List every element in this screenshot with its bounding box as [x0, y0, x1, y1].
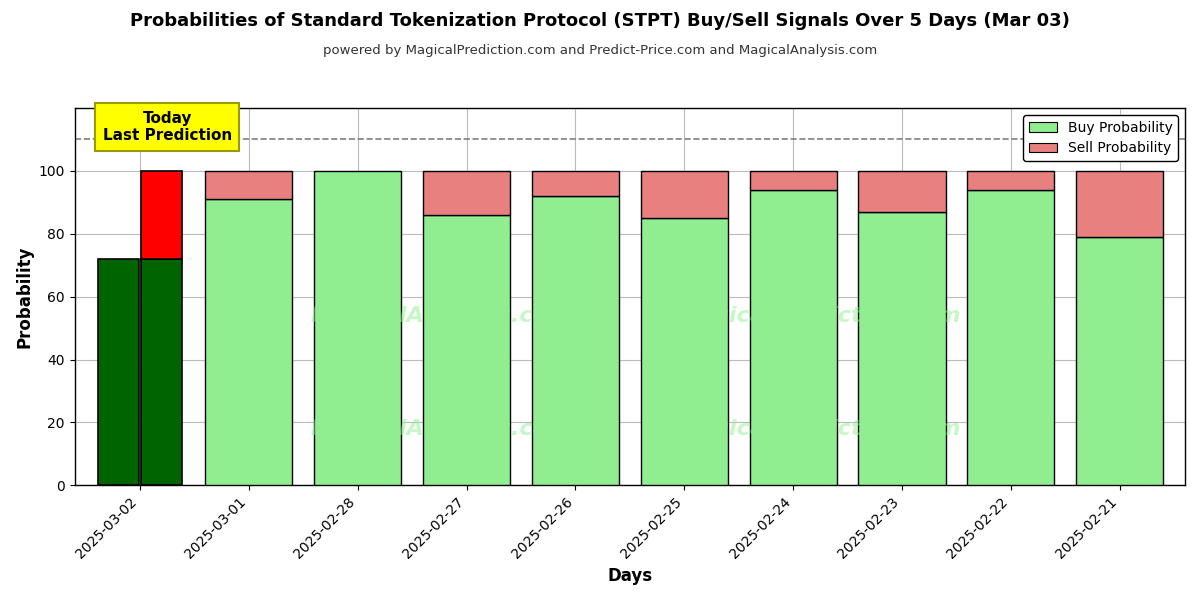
Text: MagicalPrediction.com: MagicalPrediction.com: [677, 305, 961, 326]
Bar: [97, 259, 139, 485]
Bar: [422, 215, 510, 485]
Bar: [967, 171, 1055, 190]
Text: powered by MagicalPrediction.com and Predict-Price.com and MagicalAnalysis.com: powered by MagicalPrediction.com and Pre…: [323, 44, 877, 57]
Bar: [858, 212, 946, 485]
Bar: [1076, 237, 1163, 485]
Bar: [750, 171, 836, 190]
Bar: [205, 199, 293, 485]
Bar: [532, 196, 619, 485]
X-axis label: Days: Days: [607, 567, 653, 585]
Text: Today
Last Prediction: Today Last Prediction: [102, 110, 232, 143]
Text: MagicalPrediction.com: MagicalPrediction.com: [677, 419, 961, 439]
Legend: Buy Probability, Sell Probability: Buy Probability, Sell Probability: [1024, 115, 1178, 161]
Bar: [142, 259, 182, 485]
Text: MagicalAnalysis.com: MagicalAnalysis.com: [311, 305, 571, 326]
Bar: [1076, 171, 1163, 237]
Bar: [422, 171, 510, 215]
Y-axis label: Probability: Probability: [16, 245, 34, 348]
Bar: [858, 171, 946, 212]
Bar: [967, 190, 1055, 485]
Bar: [641, 218, 727, 485]
Bar: [142, 171, 182, 259]
Bar: [532, 171, 619, 196]
Bar: [641, 171, 727, 218]
Bar: [205, 171, 293, 199]
Bar: [314, 171, 401, 485]
Text: MagicalAnalysis.com: MagicalAnalysis.com: [311, 419, 571, 439]
Text: Probabilities of Standard Tokenization Protocol (STPT) Buy/Sell Signals Over 5 D: Probabilities of Standard Tokenization P…: [130, 12, 1070, 30]
Bar: [750, 190, 836, 485]
